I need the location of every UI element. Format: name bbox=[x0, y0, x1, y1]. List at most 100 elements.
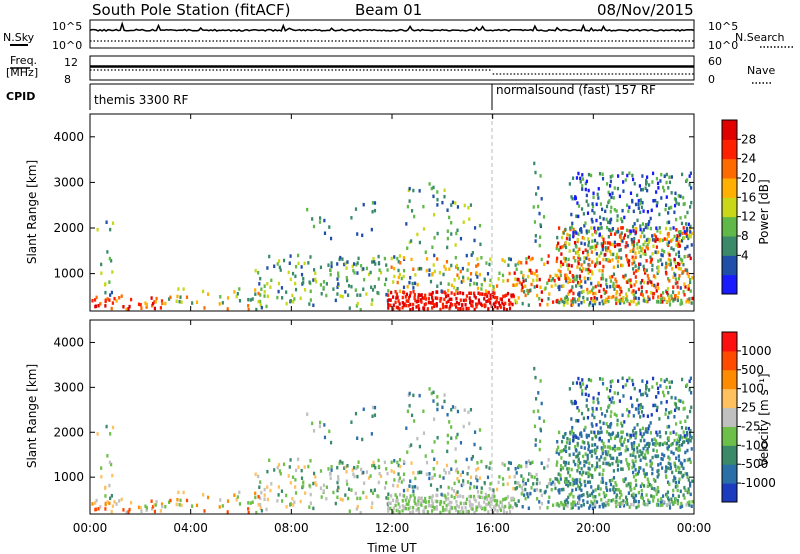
data-cell bbox=[647, 237, 650, 242]
data-cell bbox=[600, 294, 603, 299]
data-cell bbox=[387, 509, 390, 513]
data-cell bbox=[646, 393, 649, 398]
data-cell bbox=[496, 296, 499, 300]
data-cell bbox=[655, 226, 658, 230]
data-cell bbox=[667, 251, 670, 256]
data-cell bbox=[351, 264, 354, 269]
data-cell bbox=[648, 297, 651, 301]
data-cell bbox=[563, 296, 567, 301]
data-cell bbox=[591, 409, 595, 413]
data-cell bbox=[451, 405, 455, 409]
data-cell bbox=[619, 298, 622, 303]
data-cell bbox=[322, 483, 326, 488]
data-cell bbox=[664, 408, 668, 412]
data-cell bbox=[376, 494, 379, 498]
data-cell bbox=[532, 278, 535, 283]
data-cell bbox=[432, 399, 435, 403]
data-cell bbox=[343, 262, 346, 267]
data-cell bbox=[309, 492, 312, 497]
data-cell bbox=[621, 376, 624, 381]
data-cell bbox=[655, 245, 659, 249]
data-cell bbox=[521, 504, 524, 509]
data-cell bbox=[649, 421, 652, 425]
data-cell bbox=[536, 293, 539, 298]
data-cell bbox=[617, 434, 620, 438]
data-cell bbox=[385, 292, 388, 297]
data-cell bbox=[302, 484, 305, 488]
data-cell bbox=[348, 509, 351, 513]
data-cell bbox=[670, 175, 673, 179]
data-cell bbox=[443, 297, 446, 302]
data-cell bbox=[593, 211, 596, 215]
data-cell bbox=[632, 433, 635, 437]
data-cell bbox=[287, 474, 290, 478]
data-cell bbox=[623, 437, 627, 442]
data-cell bbox=[638, 250, 641, 254]
data-cell bbox=[556, 448, 559, 452]
data-cell bbox=[436, 197, 439, 202]
data-cell bbox=[567, 479, 570, 484]
data-cell bbox=[502, 306, 506, 311]
data-cell bbox=[451, 200, 455, 205]
data-cell bbox=[608, 403, 611, 408]
data-cell bbox=[660, 496, 663, 501]
data-cell bbox=[641, 187, 644, 192]
data-cell bbox=[91, 502, 94, 506]
data-cell bbox=[665, 265, 668, 269]
data-cell bbox=[675, 456, 678, 460]
data-cell bbox=[687, 274, 690, 279]
data-cell bbox=[276, 262, 279, 266]
data-cell bbox=[620, 231, 623, 235]
data-cell bbox=[614, 500, 617, 505]
data-cell bbox=[666, 466, 670, 470]
data-cell bbox=[598, 465, 601, 469]
data-cell bbox=[499, 305, 503, 309]
data-cell bbox=[444, 471, 447, 475]
data-cell bbox=[575, 214, 578, 218]
data-cell bbox=[680, 464, 683, 468]
data-cell bbox=[551, 480, 555, 485]
data-cell bbox=[552, 300, 555, 304]
data-cell bbox=[659, 300, 662, 305]
data-cell bbox=[661, 262, 664, 267]
data-cell bbox=[537, 204, 540, 209]
data-cell bbox=[144, 301, 147, 305]
data-cell bbox=[585, 384, 589, 389]
data-cell bbox=[506, 278, 509, 283]
data-cell bbox=[371, 463, 374, 468]
data-cell bbox=[577, 500, 581, 504]
data-cell bbox=[402, 478, 405, 482]
data-cell bbox=[654, 479, 657, 483]
data-cell bbox=[456, 287, 459, 291]
data-cell bbox=[426, 307, 429, 311]
data-cell bbox=[153, 306, 157, 311]
data-cell bbox=[576, 443, 579, 448]
data-cell bbox=[546, 464, 549, 468]
data-cell bbox=[583, 479, 586, 484]
data-cell bbox=[501, 504, 504, 508]
data-cell bbox=[160, 299, 164, 303]
data-cell bbox=[644, 502, 647, 507]
data-cell bbox=[476, 461, 479, 465]
data-cell bbox=[433, 473, 436, 477]
data-cell bbox=[118, 296, 121, 300]
data-cell bbox=[569, 430, 572, 435]
data-cell bbox=[371, 414, 374, 419]
data-cell bbox=[689, 434, 692, 438]
data-cell bbox=[617, 255, 620, 260]
data-cell bbox=[571, 300, 574, 304]
data-cell bbox=[558, 430, 561, 435]
data-cell bbox=[580, 263, 583, 267]
data-cell bbox=[431, 306, 434, 310]
data-cell bbox=[675, 264, 678, 269]
data-cell bbox=[480, 287, 483, 291]
data-cell bbox=[462, 307, 465, 311]
data-cell bbox=[111, 301, 114, 305]
data-cell bbox=[454, 201, 457, 205]
data-cell bbox=[259, 276, 262, 281]
data-cell bbox=[612, 272, 616, 277]
data-cell bbox=[670, 500, 673, 504]
data-cell bbox=[412, 302, 415, 307]
data-cell bbox=[580, 483, 583, 487]
data-cell bbox=[637, 239, 641, 243]
